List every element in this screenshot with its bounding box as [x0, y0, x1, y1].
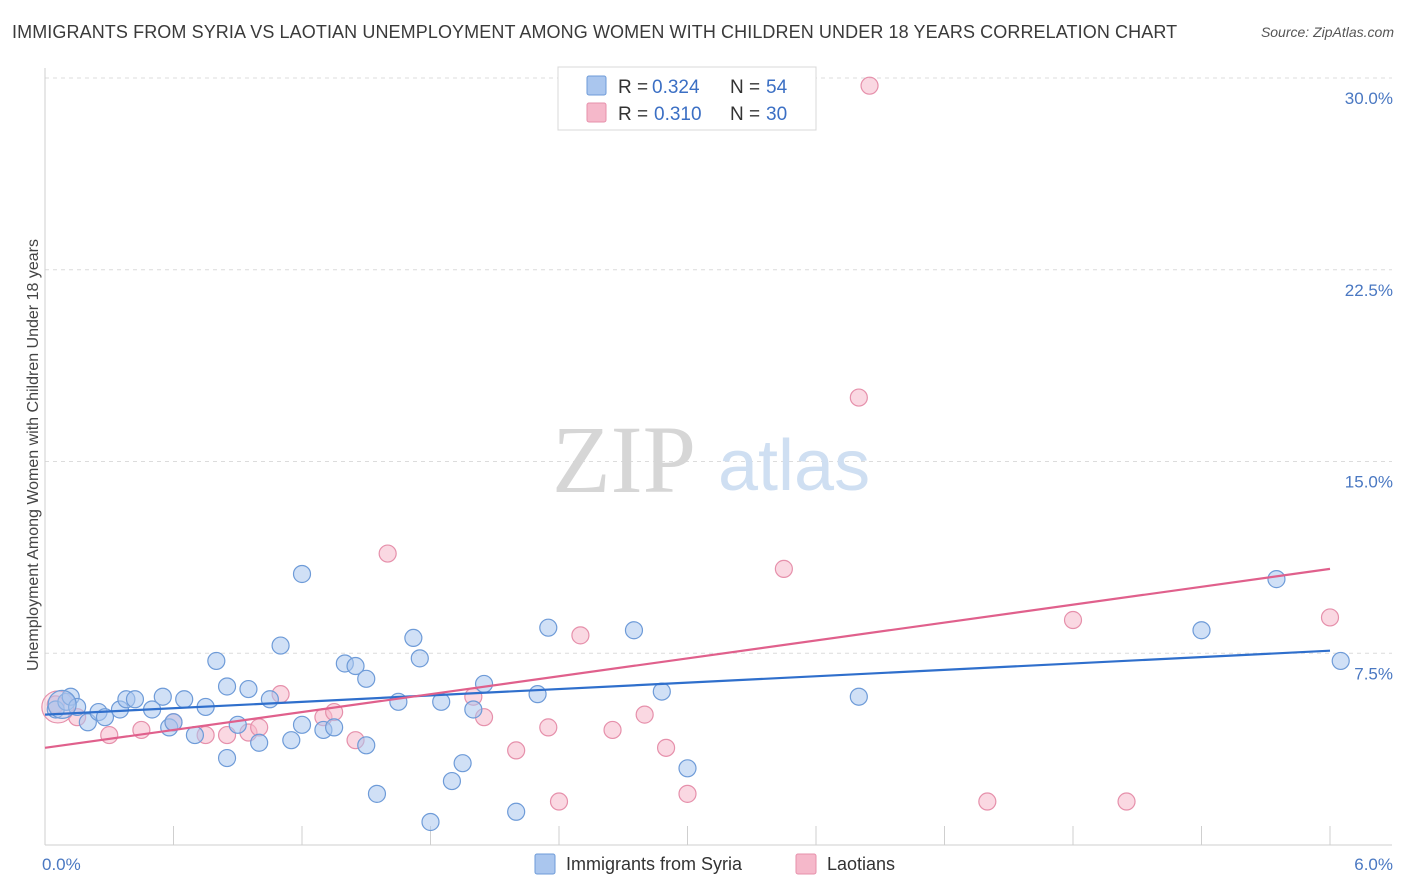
y-axis-label: Unemployment Among Women with Children U…: [25, 239, 42, 671]
series-legend-swatch-laotians: [795, 853, 817, 875]
legend-swatch-laotians: [586, 102, 607, 123]
laotians-point-24: [774, 559, 793, 578]
y-tick-label-3: 30.0%: [1345, 89, 1393, 108]
legend-swatch-syria: [586, 75, 607, 96]
laotians-point-19: [571, 626, 590, 645]
series-legend-swatch-syria: [534, 853, 556, 875]
syria-point-24: [271, 636, 290, 655]
legend-r-value-syria: 0.324: [652, 77, 700, 98]
syria-point-3: [68, 697, 87, 717]
chart-title: IMMIGRANTS FROM SYRIA VS LAOTIAN UNEMPLO…: [12, 22, 1178, 42]
laotians-point-27: [978, 792, 997, 811]
grid-lines: [45, 77, 1392, 654]
legend-r-label-syria: R =: [618, 77, 648, 98]
watermark-zip: ZIP: [552, 406, 696, 513]
laotians-point-23: [678, 784, 697, 803]
series-legend-label-laotians: Laotians: [827, 854, 895, 874]
syria-point-49: [678, 759, 697, 778]
legend-n-value-syria: 54: [766, 77, 788, 98]
watermark: ZIP atlas: [552, 406, 870, 513]
laotians-point-21: [635, 705, 654, 724]
laotians-point-16: [507, 741, 526, 760]
laotians-point-28: [1063, 610, 1083, 630]
y-tick-label-0: 7.5%: [1354, 664, 1393, 683]
syria-point-37: [410, 649, 429, 668]
syria-point-20: [228, 715, 247, 734]
syria-point-23: [260, 690, 279, 709]
syria-point-53: [1331, 651, 1350, 671]
syria-point-46: [539, 618, 558, 637]
laotians-point-8: [250, 718, 269, 737]
laotians-point-29: [1117, 792, 1136, 811]
syria-point-44: [507, 802, 526, 821]
syria-point-17: [207, 651, 226, 671]
legend-n-label-laotians: N =: [730, 104, 760, 125]
legend-r-value-laotians: 0.310: [654, 104, 702, 125]
syria-point-32: [357, 669, 376, 688]
laotians-point-22: [656, 738, 676, 757]
laotians-point-25: [849, 388, 868, 407]
syria-point-47: [624, 621, 644, 640]
syria-point-9: [125, 690, 145, 709]
laotians-point-20: [603, 720, 622, 740]
syria-point-11: [153, 687, 172, 706]
syria-point-34: [367, 784, 387, 803]
syria-point-19: [217, 748, 237, 768]
laotians-point-26: [860, 76, 879, 95]
syria-point-25: [282, 731, 301, 750]
syria-point-cluster: [47, 689, 77, 719]
syria-trend-line: [44, 649, 1331, 716]
syria-point-38: [421, 812, 440, 832]
syria-point-18: [217, 677, 237, 696]
syria-point-14: [175, 690, 194, 709]
laotians-point-13: [378, 544, 397, 563]
syria-points: [46, 564, 1350, 832]
laotians-point-17: [539, 718, 558, 737]
syria-point-33: [357, 736, 376, 755]
y-tick-label-1: 15.0%: [1345, 473, 1393, 492]
syria-point-48: [652, 682, 671, 701]
syria-point-52: [1267, 570, 1286, 589]
syria-point-21: [239, 679, 258, 699]
syria-point-51: [1192, 621, 1211, 640]
syria-point-45: [528, 685, 547, 704]
y-tick-label-2: 22.5%: [1345, 281, 1393, 300]
syria-point-41: [453, 754, 472, 773]
source-credit: Source: ZipAtlas.com: [1260, 24, 1394, 40]
laotians-point-18: [549, 792, 569, 811]
trend-lines: [44, 567, 1331, 749]
laotians-trend-line: [44, 567, 1331, 749]
syria-point-15: [185, 725, 205, 745]
syria-point-29: [325, 718, 344, 737]
syria-point-26: [292, 715, 312, 734]
legend-n-value-laotians: 30: [766, 104, 787, 125]
legend-n-label-syria: N =: [730, 77, 760, 98]
syria-point-50: [849, 687, 868, 706]
laotians-point-2: [100, 725, 119, 745]
x-tick-label-1: 6.0%: [1354, 855, 1393, 874]
legend-r-label-laotians: R =: [618, 104, 648, 125]
y-tick-labels: 7.5% 15.0% 22.5% 30.0%: [1345, 89, 1393, 683]
series-legend-label-syria: Immigrants from Syria: [566, 854, 743, 874]
syria-point-22: [250, 733, 269, 752]
x-tick-labels: 0.0% 6.0%: [42, 855, 1393, 874]
syria-point-31: [346, 656, 365, 676]
syria-point-43: [474, 674, 494, 694]
watermark-atlas: atlas: [718, 426, 870, 506]
laotians-point-30: [1320, 608, 1340, 627]
x-tick-label-0: 0.0%: [42, 855, 81, 874]
series-legend: Immigrants from Syria Laotians: [534, 853, 895, 875]
syria-point-36: [404, 628, 423, 648]
syria-point-42: [464, 700, 483, 719]
syria-point-40: [442, 771, 462, 791]
stats-legend: R = 0.324 N = 54 R = 0.310 N = 30: [557, 66, 817, 131]
syria-point-27: [292, 564, 312, 584]
